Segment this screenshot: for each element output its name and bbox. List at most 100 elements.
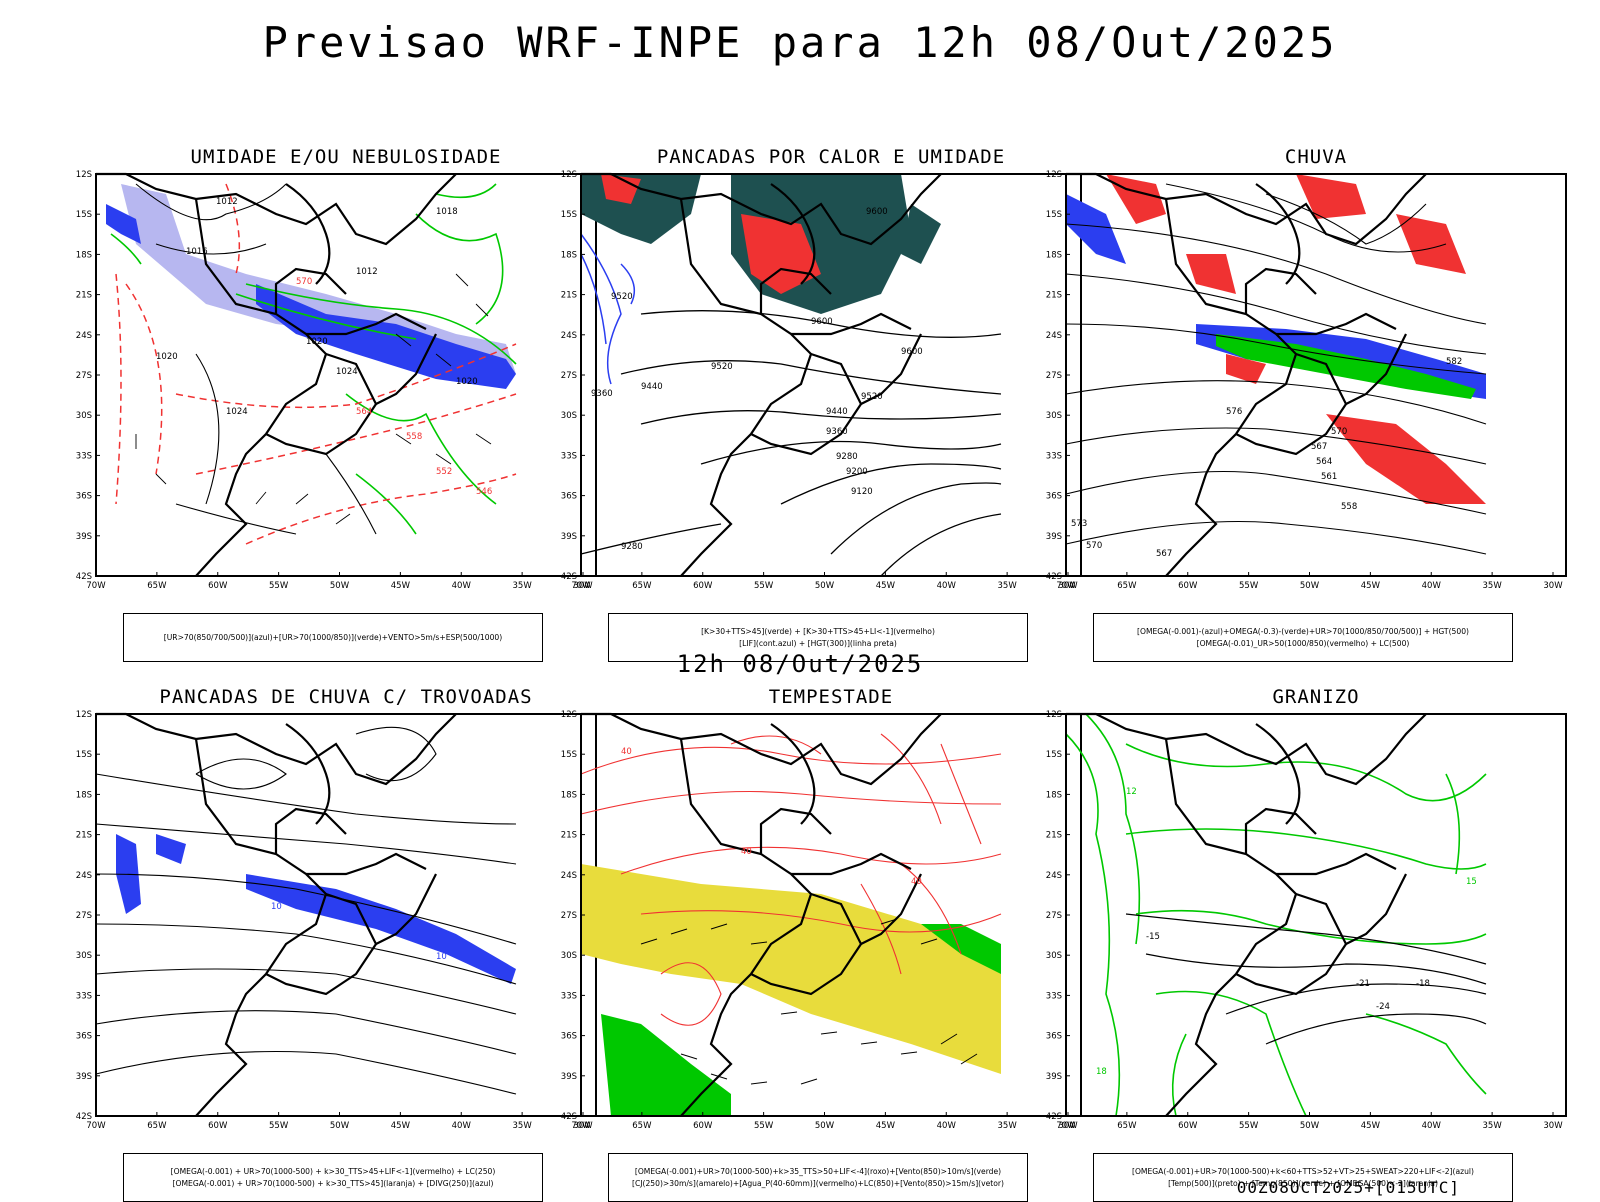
legend-line: [OMEGA(-0.001) + UR>70(1000-500) + k>30_… [170,1166,496,1176]
lon-tick-label: 60W [208,1121,228,1131]
contour-label: 9520 [711,362,733,372]
legend-line: [OMEGA(-0.001) + UR>70(1000-500) + k>30_… [172,1178,494,1188]
contour-label: 18 [1096,1067,1107,1077]
contour-label: 1024 [336,367,358,377]
contour-label: 570 [1331,427,1347,437]
contour-label: 9600 [901,347,923,357]
humidity-green-contours [110,183,517,535]
country-borders [581,712,942,1117]
lat-tick-label: 33S [561,451,577,461]
panel-granizo: GRANIZO [1046,686,1567,1202]
legend-line: [K>30+TTS>45](verde) + [K>30+TTS>45+LI<-… [701,626,935,636]
lon-tick-label: 60W [1178,581,1198,591]
lon-tick-label: 30W [1058,1121,1078,1131]
contour-label: 564 [356,407,372,417]
lon-tick-label: 55W [754,1121,774,1131]
lat-tick-label: 24S [76,871,92,881]
lat-tick-label: 39S [561,1072,577,1082]
jet-yellow-band [581,864,1001,1074]
lat-tick-label: 36S [561,1032,577,1042]
lat-tick-label: 27S [561,371,577,381]
contour-label: 9120 [851,487,873,497]
lon-tick-label: 65W [632,581,652,591]
lat-tick-label: 30S [76,951,92,961]
lon-tick-label: 50W [330,581,350,591]
contour-labels: 10 10 [271,902,447,962]
panel-title: PANCADAS POR CALOR E UMIDADE [656,146,1006,168]
instability-red-area [601,174,821,294]
lon-tick-label: 65W [147,581,167,591]
contour-label: 1020 [456,377,478,387]
lon-tick-label: 40W [452,1121,472,1131]
lon-tick-label: 60W [208,581,228,591]
lon-tick-label: 45W [876,1121,896,1131]
country-borders [96,712,457,1117]
contour-label: 1012 [356,267,378,277]
lon-tick-label: 65W [1117,581,1137,591]
lon-tick-label: 40W [1422,581,1442,591]
contour-label: 546 [476,487,492,497]
panel-chuva: CHUVA [1046,146,1567,662]
panel-title: CHUVA [1284,146,1348,168]
contour-label: 558 [406,432,422,442]
lat-tick-label: 12S [76,710,92,720]
contour-label: 10 [271,902,282,912]
lon-tick-label: 55W [1239,1121,1259,1131]
lat-tick-label: 18S [76,790,92,800]
lat-tick-label: 15S [1046,210,1062,220]
lon-tick-label: 50W [815,581,835,591]
lon-tick-label: 30W [573,581,593,591]
mid-title: 12h 08/Out/2025 [676,650,924,678]
country-borders [1066,172,1427,577]
lon-tick-label: 60W [693,581,713,591]
map-tempestade: 40 40 40 12S 15S 18S 21S 24S 27S 30S 33S 36S 39S 4… [561,710,1082,1131]
lat-tick-label: 27S [1046,371,1062,381]
lat-tick-label: 24S [1046,871,1062,881]
lat-tick-label: 33S [1046,451,1062,461]
contour-labels: 1012 1016 1020 1024 1020 1024 1020 570 5… [156,197,492,497]
lat-tick-label: 42S [561,572,577,582]
cloud-lightblue-area [121,184,516,374]
lon-tick-label: 60W [693,1121,713,1131]
legend-line: [OMEGA(-0.001)+UR>70(1000-500)+k<60+TTS>… [1131,1166,1474,1176]
lat-tick-label: 21S [561,291,577,301]
lat-tick-label: 15S [76,210,92,220]
lon-tick-label: 50W [1300,1121,1320,1131]
lat-tick-label: 18S [561,250,577,260]
lat-tick-label: 15S [561,750,577,760]
lat-tick-label: 18S [1046,790,1062,800]
panel-legend: [OMEGA(-0.001) + UR>70(1000-500) + k>30_… [123,1153,543,1202]
contour-label: 40 [911,877,922,887]
contour-label: 1018 [436,207,458,217]
panel-title: TEMPESTADE [768,686,894,708]
lat-tick-label: 27S [1046,911,1062,921]
map-pancadas-calor: 9600 9520 9600 9520 9440 9360 9440 9360 … [561,170,1082,591]
panel-tempestade: TEMPESTADE [561,686,1082,1202]
panel-legend: [OMEGA(-0.001)-(azul)+OMEGA(-0.3)-(verde… [1093,613,1513,662]
lat-tick-label: 18S [76,250,92,260]
lon-tick-label: 35W [1483,1121,1503,1131]
lat-tick-label: 18S [1046,250,1062,260]
wind-vectors [135,273,492,525]
contour-label: 15 [1466,877,1477,887]
contour-label: 40 [741,847,752,857]
humidity-blue-band [106,204,516,389]
contour-label: 10 [436,952,447,962]
lat-tick-label: 42S [76,572,92,582]
lat-tick-label: 12S [561,710,577,720]
contour-label: 1020 [156,352,178,362]
lat-tick-label: 36S [1046,1032,1062,1042]
contour-label: 1012 [216,197,238,207]
lat-tick-label: 27S [561,911,577,921]
thickness-red-dashed [115,183,517,545]
lat-tick-label: 24S [561,331,577,341]
lat-tick-label: 21S [76,291,92,301]
lon-tick-label: 65W [147,1121,167,1131]
contour-label: 9520 [861,392,883,402]
lat-tick-label: 30S [1046,951,1062,961]
lat-tick-label: 12S [561,170,577,180]
legend-line: [CJ(250)>30m/s](amarelo)+[Agua_P(40-60mm… [632,1178,1004,1188]
lat-tick-label: 33S [76,991,92,1001]
temp500-black-contours [1125,913,1487,1045]
lat-tick-label: 42S [76,1112,92,1122]
